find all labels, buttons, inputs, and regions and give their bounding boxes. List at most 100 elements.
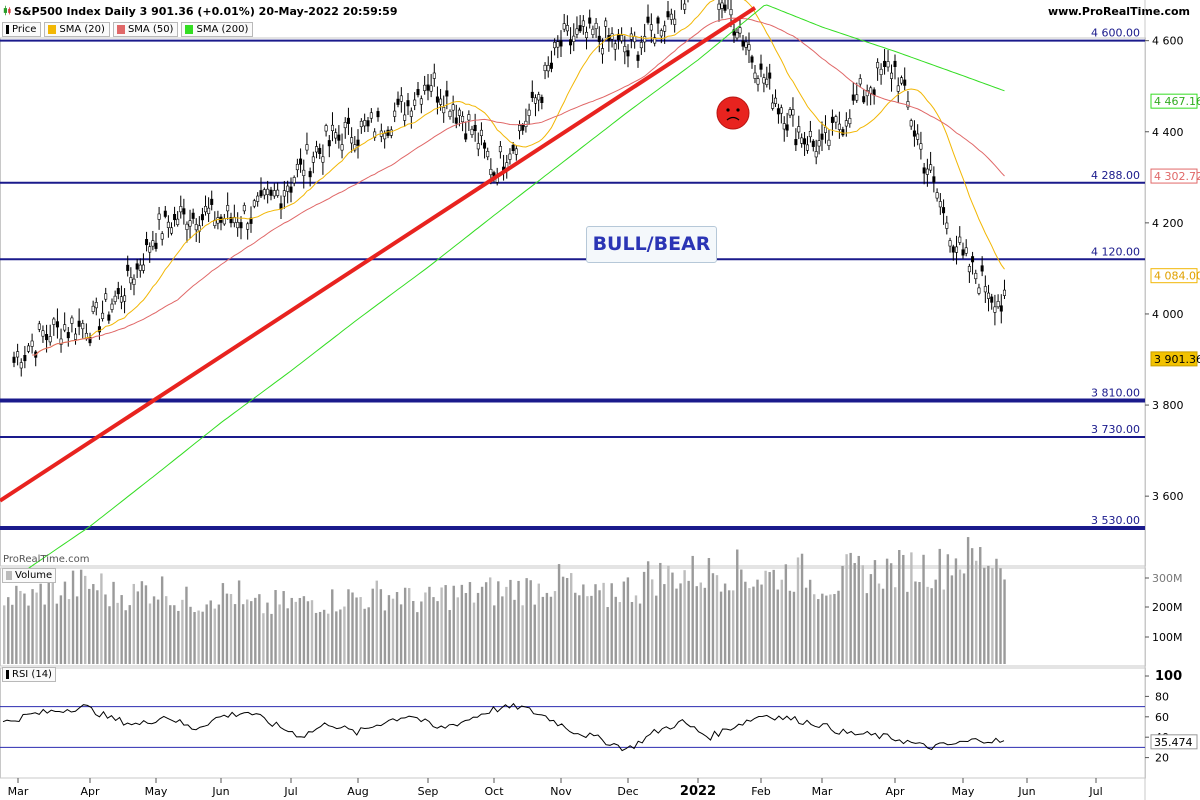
candle-body	[521, 124, 525, 131]
candle-body	[776, 108, 780, 115]
volume-bar	[420, 601, 423, 664]
volume-bar	[732, 590, 735, 664]
candle-body	[533, 97, 537, 104]
volume-bar	[108, 606, 111, 664]
sma200-line[interactable]	[13, 4, 1005, 579]
volume-bar	[946, 554, 950, 664]
candle-body	[473, 124, 477, 132]
candle-body	[649, 24, 653, 31]
volume-bar	[63, 581, 67, 664]
candle-body	[559, 40, 563, 47]
price-tick-label: 4 200	[1152, 217, 1184, 230]
volume-bar	[707, 558, 711, 664]
legend-price[interactable]: Price	[2, 22, 42, 37]
volume-bar	[679, 583, 682, 664]
volume-bar	[160, 576, 164, 664]
candle-body	[774, 97, 778, 104]
volume-bar	[136, 591, 140, 664]
volume-bar	[614, 596, 617, 664]
volume-bar	[598, 590, 601, 664]
candle-body	[883, 60, 887, 67]
price-tick-label: 3 800	[1152, 399, 1184, 412]
candle-body	[479, 129, 483, 136]
candle-body	[942, 207, 946, 214]
site-link[interactable]: www.ProRealTime.com	[1047, 5, 1190, 18]
volume-bar	[999, 568, 1002, 664]
price-candles[interactable]	[12, 0, 1006, 377]
sma50-line[interactable]	[32, 17, 1005, 356]
volume-bar	[942, 589, 945, 664]
legend-sma20[interactable]: SMA (20)	[44, 22, 110, 37]
volume-bar	[776, 589, 779, 664]
volume-bar	[144, 585, 148, 664]
candle-body	[194, 224, 198, 231]
volume-bar	[412, 600, 415, 664]
candle-body	[26, 345, 30, 352]
candle-body	[110, 303, 114, 310]
candle-body	[932, 176, 936, 183]
volume-bar	[638, 603, 642, 664]
volume-bar	[237, 580, 241, 664]
volume-label: Volume	[15, 570, 53, 581]
candle-body	[820, 133, 824, 140]
candle-body	[416, 89, 420, 96]
volume-bar	[298, 597, 302, 664]
time-tick-label: Aug	[347, 785, 368, 798]
candle-body	[12, 356, 16, 363]
volume-bar	[970, 548, 974, 664]
candle-body	[286, 185, 290, 192]
volume-bar	[355, 597, 358, 664]
candle-body	[148, 246, 152, 253]
candle-body	[330, 124, 334, 131]
sad-face-mouth	[726, 116, 740, 121]
volume-bar	[31, 589, 34, 664]
volume-bar	[484, 582, 488, 664]
volume-bar	[27, 605, 30, 664]
candle-body	[154, 242, 158, 249]
legend-sma200[interactable]: SMA (200)	[181, 22, 254, 37]
rsi-tick-label: 60	[1155, 711, 1169, 724]
candle-body	[97, 326, 101, 333]
volume-bar	[748, 588, 751, 664]
volume-bar	[468, 582, 472, 664]
candle-body	[717, 3, 721, 10]
rsi-chart[interactable]	[0, 702, 1145, 752]
candle-body	[971, 256, 975, 263]
candle-body	[508, 153, 512, 160]
volume-bar	[359, 597, 362, 664]
volume-bar	[335, 611, 338, 664]
legend-price-label: Price	[12, 24, 37, 35]
candle-body	[81, 323, 85, 330]
watermark: ProRealTime.com	[3, 554, 90, 565]
candle-body	[70, 317, 74, 324]
volume-bar	[391, 598, 395, 664]
volume-bar	[318, 611, 322, 664]
sma20-badge-box	[1150, 268, 1198, 284]
time-tick-label: Jul	[1088, 785, 1102, 798]
volume-bar	[958, 569, 962, 664]
rsi-pane-label[interactable]: RSI (14)	[2, 667, 56, 682]
candle-body	[862, 96, 866, 103]
time-tick-label: May	[145, 785, 168, 798]
candle-body	[252, 200, 256, 207]
sma20-line[interactable]	[32, 0, 1005, 356]
bull-trendline[interactable]	[0, 6, 757, 503]
volume-bar	[464, 593, 468, 664]
volume-bar	[691, 555, 694, 664]
volume-bars[interactable]	[3, 537, 1006, 664]
volume-bar	[541, 596, 545, 664]
candle-body	[578, 25, 582, 32]
volume-bar	[209, 600, 212, 664]
candle-body	[879, 68, 883, 76]
volume-bar	[193, 612, 196, 664]
candle-body	[768, 72, 772, 79]
volume-bar	[529, 580, 532, 664]
candle-body	[788, 109, 792, 116]
candle-body	[346, 117, 350, 124]
legend-sma50[interactable]: SMA (50)	[112, 22, 179, 37]
candle-body	[851, 94, 855, 101]
volume-bar	[395, 592, 399, 664]
volume-pane-label[interactable]: Volume	[2, 568, 57, 583]
candle-body	[524, 120, 528, 127]
